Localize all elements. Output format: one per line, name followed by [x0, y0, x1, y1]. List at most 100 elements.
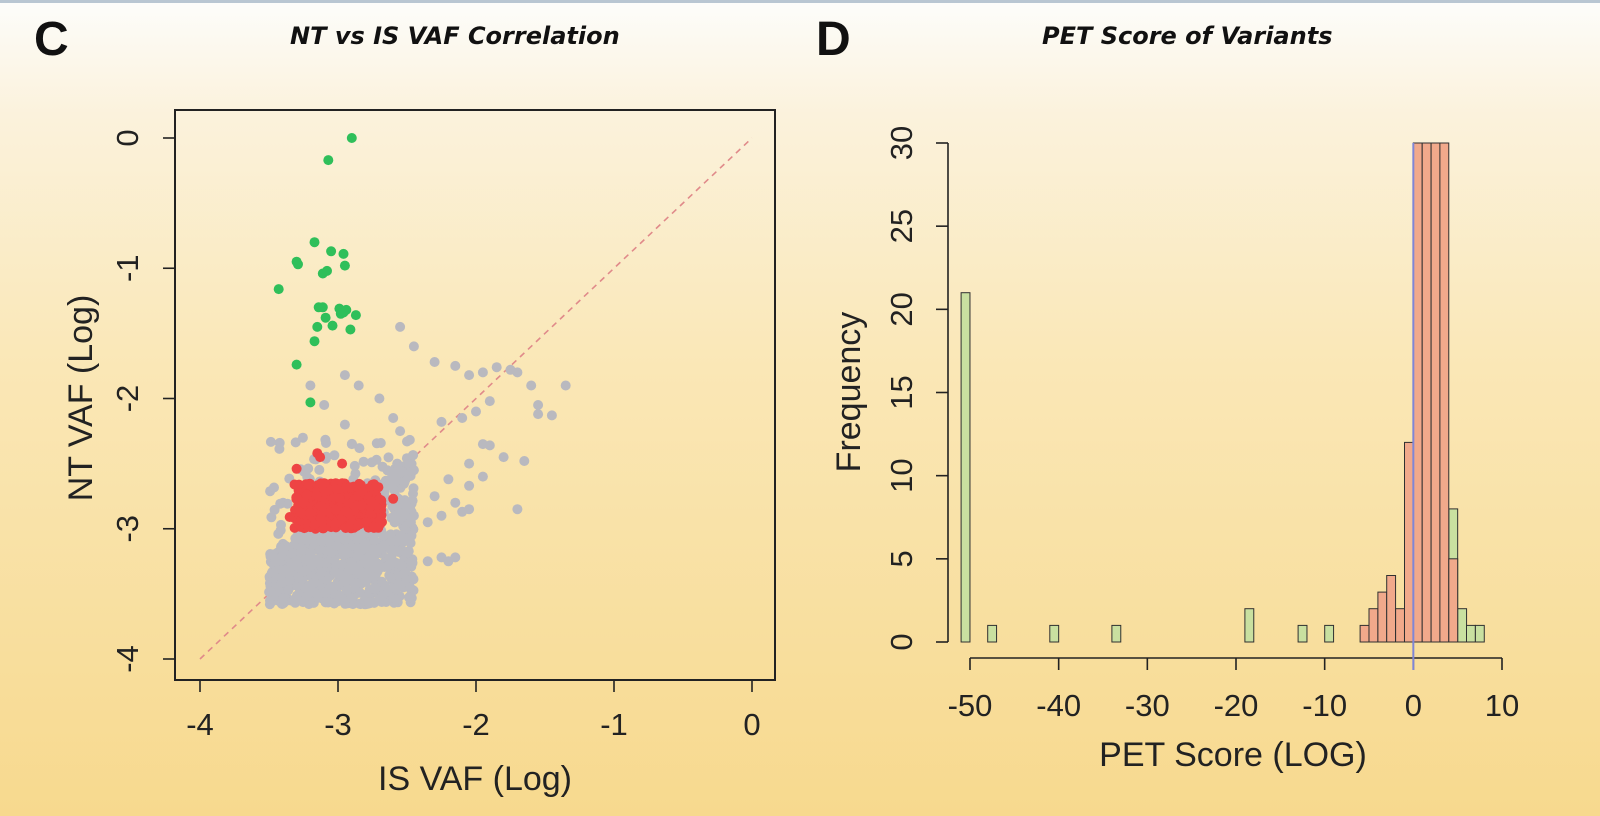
- gray-point: [375, 438, 386, 448]
- gray-point: [408, 483, 419, 494]
- hist-x-tick-label: -10: [1302, 688, 1347, 723]
- gray-point: [533, 409, 544, 420]
- gray-point: [498, 452, 509, 463]
- gray-point: [292, 555, 302, 566]
- gray-point: [370, 584, 381, 595]
- gray-point: [408, 465, 419, 476]
- green-histogram-bar: [960, 292, 971, 643]
- y-axis-title: NT VAF (Log): [62, 295, 100, 502]
- green-point: [273, 284, 284, 295]
- red-histogram-bar: [1448, 558, 1459, 643]
- gray-point: [443, 556, 454, 567]
- red-point: [371, 481, 381, 492]
- hist-y-tick-label: 30: [884, 126, 919, 160]
- gray-point: [386, 512, 397, 523]
- gray-point: [384, 474, 395, 485]
- gray-point: [402, 436, 412, 447]
- green-point: [320, 312, 331, 323]
- scatter-chart: -4 -3 -2 -1 0 -4 -3 -2 -1 0 IS VAF (Log) NT VAF (Lo…: [62, 109, 776, 798]
- green-point: [339, 260, 350, 271]
- gray-point: [278, 593, 288, 604]
- hist-x-tick-label: 0: [1405, 688, 1422, 723]
- gray-point: [282, 498, 293, 509]
- red-point: [298, 497, 309, 508]
- red-histogram-bar: [1421, 142, 1432, 643]
- red-point: [366, 496, 377, 507]
- gray-point: [269, 482, 279, 493]
- gray-point: [372, 544, 383, 555]
- panel-d-letter: D: [816, 13, 851, 66]
- gray-point: [546, 410, 557, 421]
- red-point: [292, 481, 303, 492]
- gray-point: [305, 380, 316, 391]
- gray-point: [395, 321, 406, 332]
- hist-x-tick-label: -30: [1125, 688, 1170, 723]
- green-point: [350, 310, 361, 321]
- gray-point: [374, 393, 385, 404]
- red-point: [303, 479, 314, 490]
- y-tick-label: -4: [110, 645, 145, 673]
- gray-point: [371, 454, 382, 465]
- gray-point: [519, 456, 530, 466]
- gray-point: [355, 569, 366, 580]
- y-tick-label: -2: [110, 385, 145, 413]
- gray-point: [406, 556, 417, 567]
- gray-point: [354, 443, 365, 454]
- hist-y-axis-title: Frequency: [830, 312, 868, 473]
- x-axis-title: IS VAF (Log): [378, 760, 572, 798]
- gray-point: [464, 458, 475, 469]
- red-point: [365, 508, 376, 519]
- gray-point: [391, 593, 401, 604]
- hist-y-tick-label: 25: [884, 209, 919, 243]
- gray-point: [329, 567, 340, 578]
- green-point: [322, 265, 332, 276]
- panel-c-title: NT vs IS VAF Correlation: [290, 22, 620, 50]
- gray-point: [331, 540, 342, 551]
- gray-point: [397, 499, 408, 510]
- hist-x-axis-title: PET Score (LOG): [1099, 736, 1367, 774]
- gray-point: [443, 474, 454, 485]
- gray-point: [436, 510, 447, 521]
- red-point: [284, 512, 295, 522]
- red-point: [329, 518, 340, 529]
- gray-point: [484, 440, 495, 451]
- hist-x-tick-label: -40: [1036, 688, 1081, 723]
- red-histogram-bar: [1412, 142, 1423, 643]
- gray-point: [266, 512, 277, 523]
- green-point: [323, 155, 334, 166]
- green-histogram-bar: [1297, 624, 1308, 643]
- histogram-chart: 0 5 10 15 20 25 30 Frequency -50 -40 -30 -20 -10 0 10 P…: [830, 126, 1519, 774]
- gray-point: [354, 598, 365, 609]
- gray-point: [429, 491, 440, 502]
- gray-point: [422, 556, 433, 567]
- gray-point: [464, 370, 475, 381]
- gray-point: [399, 477, 410, 488]
- gray-point: [391, 583, 402, 594]
- x-tick-label: 0: [743, 707, 760, 742]
- red-point: [361, 516, 372, 527]
- hist-y-tick-label: 5: [884, 550, 919, 567]
- red-point: [316, 501, 327, 512]
- gray-point: [450, 497, 461, 508]
- green-point: [309, 336, 320, 347]
- gray-point: [429, 357, 440, 367]
- gray-point: [316, 536, 327, 547]
- gray-point: [395, 426, 406, 437]
- gray-point: [457, 413, 468, 423]
- gray-point: [339, 419, 350, 430]
- red-histogram-bar: [1377, 591, 1388, 643]
- gray-point: [404, 592, 414, 603]
- gray-point: [349, 460, 360, 471]
- gray-point: [339, 370, 350, 381]
- green-point: [345, 324, 356, 335]
- green-histogram-bar: [1474, 624, 1485, 643]
- red-point: [291, 492, 302, 503]
- top-divider: [0, 0, 1600, 3]
- gray-point: [377, 590, 388, 601]
- gray-point: [302, 535, 313, 546]
- gray-point: [303, 584, 314, 595]
- gray-point: [396, 466, 407, 477]
- gray-point: [376, 576, 387, 587]
- red-point: [301, 489, 312, 500]
- hist-y-tick-label: 10: [884, 458, 919, 492]
